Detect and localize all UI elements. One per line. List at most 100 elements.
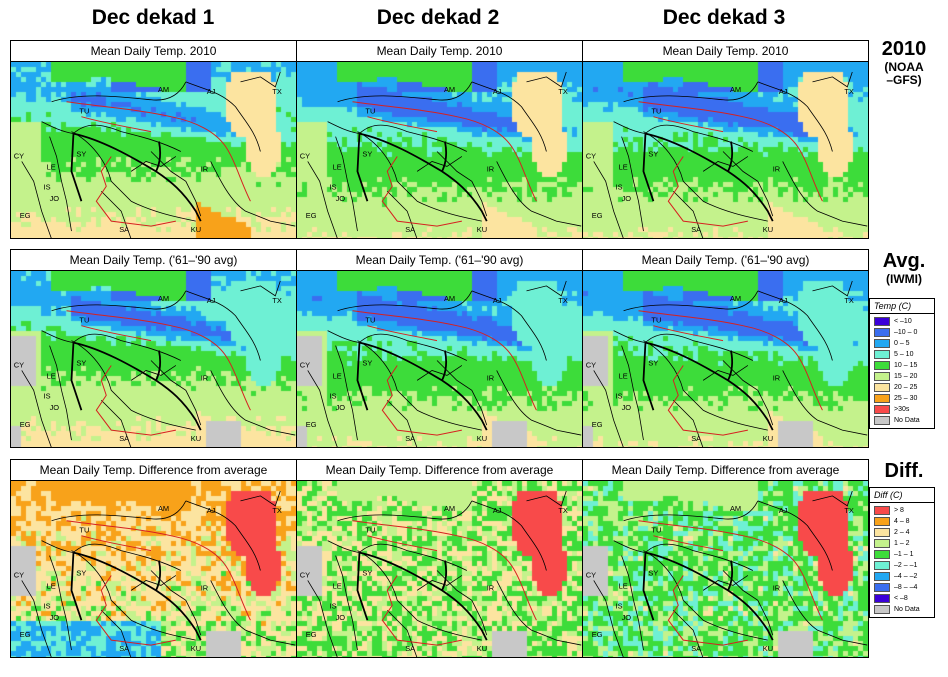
region-outline-2	[653, 535, 724, 552]
bold-border-0	[359, 341, 488, 431]
country-label: EG	[20, 420, 31, 429]
region-outline-2	[653, 325, 724, 342]
country-label: TU	[365, 107, 375, 116]
country-label: IS	[616, 391, 623, 400]
country-label: TX	[558, 87, 568, 96]
border-line-7	[307, 161, 338, 238]
country-label: LE	[619, 581, 628, 590]
borders-overlay: AM AJ TX TU SY IR CY LE IS JO EG SA KU	[300, 490, 582, 657]
borders-overlay: AM AJ TX TU SY IR CY LE IS JO EG SA KU	[14, 280, 296, 447]
legend-swatch	[874, 594, 890, 603]
border-line-2	[327, 330, 468, 361]
legend-swatch	[874, 372, 890, 381]
legend-label: 15 – 20	[894, 373, 918, 380]
country-label: TU	[79, 107, 89, 116]
country-label: IS	[330, 182, 337, 191]
region-outline-0	[638, 520, 823, 621]
country-label: IS	[616, 601, 623, 610]
border-line-0	[623, 500, 759, 522]
legend-item: < –8	[870, 593, 934, 604]
border-line-7	[21, 580, 52, 657]
legend-item: –4 – –2	[870, 571, 934, 582]
region-outline-0	[66, 310, 251, 411]
border-line-2	[613, 121, 754, 152]
country-label: LE	[47, 581, 56, 590]
country-label: JO	[336, 613, 346, 622]
temperature-map	[297, 271, 582, 447]
bold-border-2	[441, 560, 448, 591]
legend-label: 20 – 25	[894, 384, 918, 391]
map-panel-ravg-dekad-3: Mean Daily Temp. ('61–'90 avg) AM AJ TX TU SY…	[582, 249, 869, 448]
legend-swatch	[874, 572, 890, 581]
border-line-6	[496, 580, 582, 646]
border-line-8	[101, 609, 132, 657]
country-label: SY	[362, 358, 372, 367]
borders-overlay: AM AJ TX TU SY IR CY LE IS JO EG SA KU	[14, 71, 296, 238]
border-line-2	[41, 121, 182, 152]
region-outline-1	[381, 365, 462, 436]
legend-label: –4 – –2	[894, 573, 918, 580]
country-label: IS	[44, 182, 51, 191]
row-label-2010: 2010 (NOAA –GFS)	[862, 38, 946, 87]
bold-border-0	[645, 341, 774, 431]
region-outline-1	[381, 575, 462, 646]
country-label: KU	[191, 225, 201, 234]
country-label: TX	[558, 296, 568, 305]
country-label: KU	[191, 644, 201, 653]
border-line-1	[185, 500, 261, 571]
bold-border-2	[441, 141, 448, 172]
region-outline-2	[81, 535, 152, 552]
border-line-6	[210, 580, 296, 646]
country-label: CY	[14, 570, 24, 579]
border-line-8	[387, 190, 418, 238]
border-line-10	[130, 575, 177, 591]
country-label: TX	[844, 506, 854, 515]
country-label: CY	[300, 570, 310, 579]
temperature-legend-title: Temp (C)	[870, 299, 934, 314]
country-label: TU	[79, 526, 89, 535]
border-line-8	[673, 190, 704, 238]
country-label: KU	[191, 434, 201, 443]
country-label: EG	[592, 420, 603, 429]
map-panel-ravg-dekad-2: Mean Daily Temp. ('61–'90 avg) AM AJ TX TU SY…	[296, 249, 583, 448]
legend-swatch	[874, 517, 890, 526]
border-line-10	[416, 156, 463, 172]
country-label: IR	[773, 373, 781, 382]
legend-label: 4 – 8	[894, 518, 910, 525]
region-outline-0	[66, 520, 251, 621]
country-label: KU	[763, 434, 773, 443]
border-line-7	[307, 580, 338, 657]
legend-item: 2 – 4	[870, 527, 934, 538]
border-line-2	[327, 540, 468, 571]
map-panel-r2010-dekad-1: Mean Daily Temp. 2010 AM AJ TX TU SY IR CY LE IS J…	[10, 40, 297, 239]
country-label: JO	[622, 194, 632, 203]
country-label: TX	[272, 87, 282, 96]
country-label: EG	[20, 211, 31, 220]
region-outline-1	[667, 365, 748, 436]
map-panel-r2010-dekad-2: Mean Daily Temp. 2010 AM AJ TX TU SY IR CY LE IS J…	[296, 40, 583, 239]
row-label-2010-title: 2010	[881, 38, 927, 60]
legend-swatch	[874, 383, 890, 392]
borders-overlay: AM AJ TX TU SY IR CY LE IS JO EG SA KU	[586, 490, 868, 657]
bold-border-0	[73, 132, 202, 222]
country-label: LE	[619, 162, 628, 171]
border-line-2	[41, 540, 182, 571]
country-label: SA	[119, 225, 129, 234]
legend-item: 5 – 10	[870, 349, 934, 360]
border-line-4	[643, 340, 768, 431]
bold-border-1	[642, 342, 655, 411]
border-line-4	[71, 131, 196, 222]
country-label: TU	[79, 316, 89, 325]
panel-title: Mean Daily Temp. 2010	[297, 41, 582, 62]
bold-border-2	[155, 350, 162, 381]
border-line-3	[335, 345, 358, 441]
region-outline-2	[81, 116, 152, 133]
bold-border-0	[359, 551, 488, 641]
legend-label: –2 – –1	[894, 562, 918, 569]
country-label: EG	[306, 420, 317, 429]
border-line-1	[757, 500, 833, 571]
border-line-5	[722, 151, 774, 217]
country-label: LE	[619, 371, 628, 380]
bold-border-2	[727, 560, 734, 591]
country-label: IR	[201, 373, 209, 382]
